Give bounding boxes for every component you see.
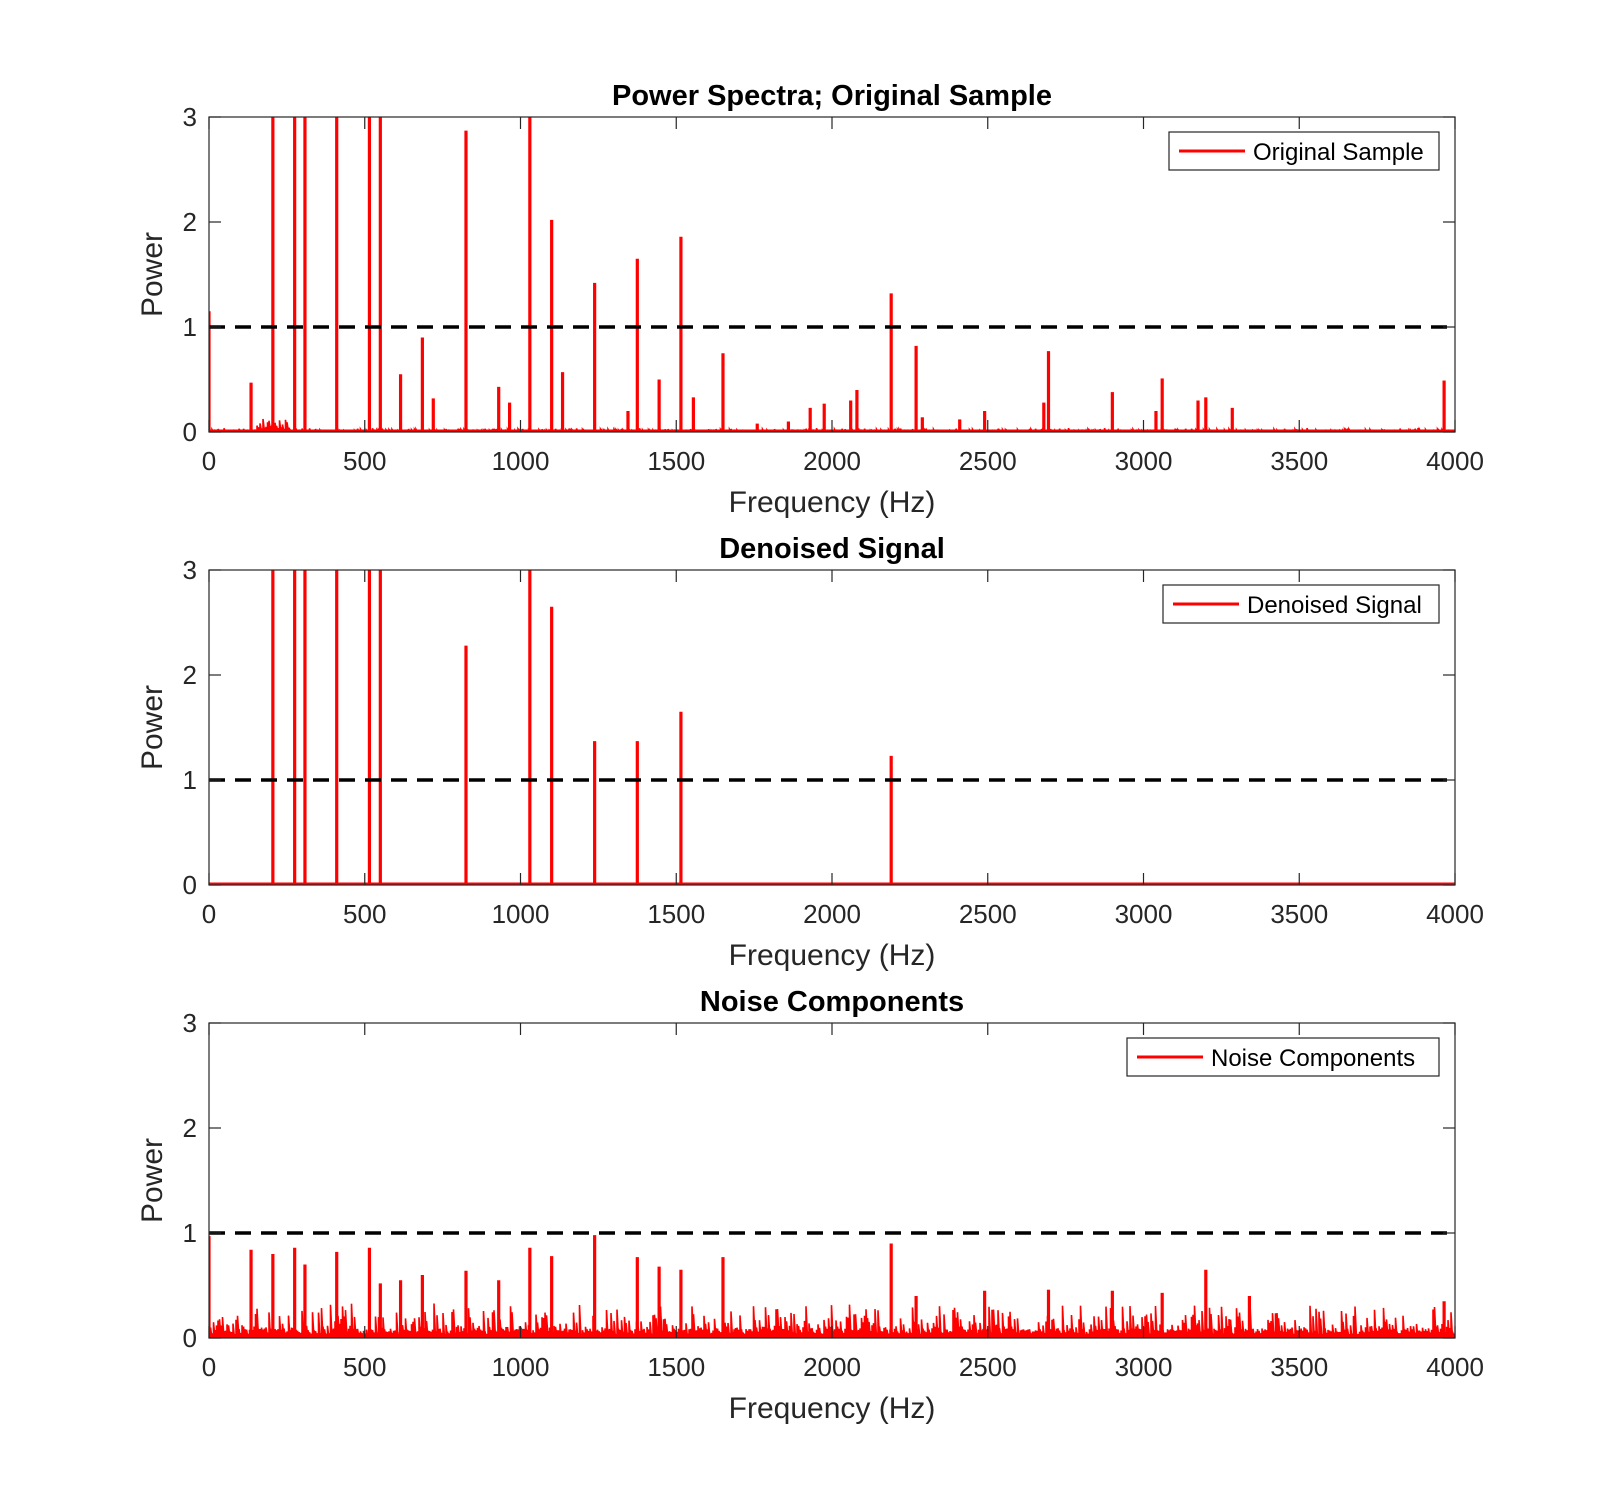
y-tick-label: 1 xyxy=(183,1218,197,1248)
x-tick-label: 1500 xyxy=(647,899,705,929)
y-tick-label: 3 xyxy=(183,1008,197,1038)
x-axis-label: Frequency (Hz) xyxy=(729,1392,936,1425)
x-tick-label: 500 xyxy=(343,1352,386,1382)
legend: Denoised Signal xyxy=(1162,584,1440,624)
subplot-1: 0 500 1000 1500 2000 2500 3000 3500 4000 0 1 2 3 Freq… xyxy=(136,80,1484,519)
x-tick-label: 0 xyxy=(202,1352,216,1382)
x-tick-label: 500 xyxy=(343,899,386,929)
x-tick-label: 3500 xyxy=(1270,899,1328,929)
y-tick-label: 2 xyxy=(183,1113,197,1143)
subplot-3: 0 500 1000 1500 2000 2500 3000 3500 4000 0 1 2 3 Freq… xyxy=(136,986,1484,1425)
x-tick-label: 1500 xyxy=(647,446,705,476)
chart-title: Denoised Signal xyxy=(719,533,945,565)
legend-label: Noise Components xyxy=(1211,1045,1415,1072)
y-tick-label: 2 xyxy=(183,660,197,690)
x-tick-label: 3500 xyxy=(1270,446,1328,476)
x-tick-label: 3000 xyxy=(1115,899,1173,929)
y-axis-label: Power xyxy=(136,232,169,317)
x-axis-label: Frequency (Hz) xyxy=(729,939,936,972)
x-tick-label: 2000 xyxy=(803,446,861,476)
x-tick-label: 500 xyxy=(343,446,386,476)
legend: Noise Components xyxy=(1126,1037,1440,1077)
x-tick-label: 3500 xyxy=(1270,1352,1328,1382)
y-tick-label: 0 xyxy=(183,1323,197,1353)
x-tick-label: 4000 xyxy=(1426,899,1484,929)
x-tick-label: 1000 xyxy=(492,446,550,476)
y-axis-label: Power xyxy=(136,1138,169,1223)
y-tick-label: 1 xyxy=(183,765,197,795)
y-tick-label: 1 xyxy=(183,312,197,342)
y-axis-label: Power xyxy=(136,685,169,770)
x-tick-label: 2000 xyxy=(803,1352,861,1382)
x-tick-label: 2500 xyxy=(959,1352,1017,1382)
y-tick-label: 3 xyxy=(183,555,197,585)
x-tick-label: 1500 xyxy=(647,1352,705,1382)
y-tick-label: 0 xyxy=(183,417,197,447)
chart-title: Power Spectra; Original Sample xyxy=(612,80,1052,112)
x-tick-label: 3000 xyxy=(1115,446,1173,476)
chart-title: Noise Components xyxy=(700,986,964,1018)
subplot-2: 0 500 1000 1500 2000 2500 3000 3500 4000 0 1 2 3 Freq… xyxy=(136,533,1484,972)
x-tick-label: 0 xyxy=(202,446,216,476)
y-tick-label: 0 xyxy=(183,870,197,900)
x-tick-label: 1000 xyxy=(492,899,550,929)
x-tick-label: 2500 xyxy=(959,899,1017,929)
legend-label: Original Sample xyxy=(1253,139,1424,166)
y-tick-label: 2 xyxy=(183,207,197,237)
x-tick-label: 1000 xyxy=(492,1352,550,1382)
x-tick-label: 3000 xyxy=(1115,1352,1173,1382)
y-tick-label: 3 xyxy=(183,102,197,132)
x-tick-label: 2000 xyxy=(803,899,861,929)
x-tick-label: 2500 xyxy=(959,446,1017,476)
legend: Original Sample xyxy=(1168,131,1440,171)
x-tick-label: 4000 xyxy=(1426,1352,1484,1382)
x-tick-label: 4000 xyxy=(1426,446,1484,476)
legend-label: Denoised Signal xyxy=(1247,592,1422,619)
x-tick-label: 0 xyxy=(202,899,216,929)
x-axis-label: Frequency (Hz) xyxy=(729,486,936,519)
